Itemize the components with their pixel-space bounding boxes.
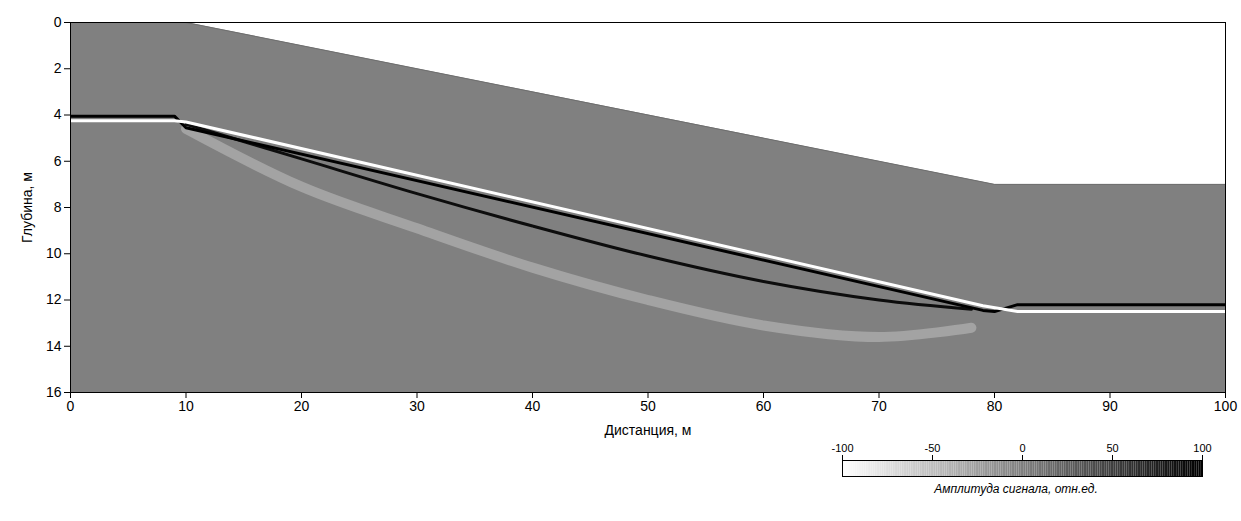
svg-text:-100: -100 [831, 442, 853, 454]
svg-text:2: 2 [54, 60, 62, 76]
html-text:Амплитуда сигнала, отн.ед.: Амплитуда сигнала, отн.ед. [934, 482, 1098, 496]
svg-text:0: 0 [67, 398, 75, 414]
svg-text:Глубина, м: Глубина, м [19, 172, 35, 243]
svg-text:14: 14 [46, 338, 62, 354]
svg-text:80: 80 [987, 398, 1003, 414]
svg-text:40: 40 [525, 398, 541, 414]
svg-text:20: 20 [294, 398, 310, 414]
svg-text:10: 10 [178, 398, 194, 414]
svg-text:60: 60 [756, 398, 772, 414]
svg-text:0: 0 [1019, 442, 1025, 454]
svg-text:70: 70 [871, 398, 887, 414]
svg-text:16: 16 [46, 384, 62, 400]
svg-text:10: 10 [46, 245, 62, 261]
svg-text:90: 90 [1102, 398, 1118, 414]
svg-text:12: 12 [46, 291, 62, 307]
svg-text:4: 4 [54, 106, 62, 122]
svg-text:Дистанция, м: Дистанция, м [605, 422, 692, 438]
svg-text:50: 50 [1106, 442, 1118, 454]
svg-text:100: 100 [1193, 442, 1211, 454]
svg-text:50: 50 [640, 398, 656, 414]
svg-text:-50: -50 [925, 442, 941, 454]
svg-text:0: 0 [54, 14, 62, 30]
svg-text:100: 100 [1214, 398, 1238, 414]
svg-text:30: 30 [409, 398, 425, 414]
svg-text:6: 6 [54, 153, 62, 169]
svg-text:8: 8 [54, 199, 62, 215]
